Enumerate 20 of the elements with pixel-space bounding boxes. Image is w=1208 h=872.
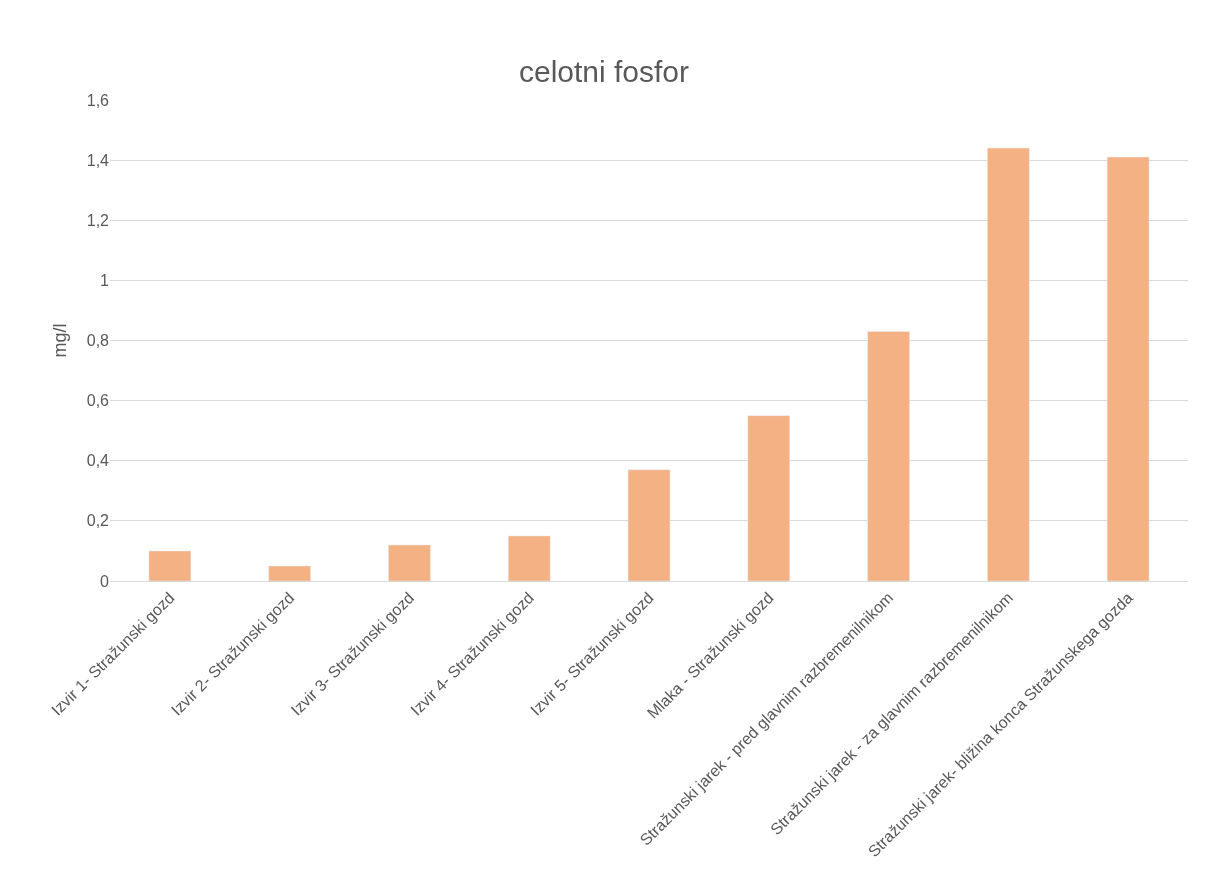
y-tick-label: 0,4 [86, 452, 110, 470]
y-tick-label: 0,6 [86, 392, 110, 410]
bar [148, 550, 192, 581]
y-tick-label: 1,2 [86, 211, 110, 229]
bar [268, 565, 311, 581]
bar [867, 331, 910, 581]
bar [508, 535, 551, 581]
y-tick-label: 0 [100, 572, 110, 590]
bar [388, 544, 431, 581]
bar [1106, 156, 1150, 581]
chart-title: celotni fosfor [518, 55, 690, 89]
y-axis-title: mg/l [49, 323, 70, 358]
bar [747, 415, 790, 581]
bar [987, 147, 1030, 581]
y-tick-label: 0,2 [86, 512, 110, 530]
y-tick-label: 1 [100, 271, 110, 289]
bar [627, 469, 671, 581]
y-tick-label: 1,4 [86, 151, 110, 169]
y-tick-label: 1,6 [86, 91, 110, 109]
y-tick-label: 0,8 [86, 332, 110, 350]
